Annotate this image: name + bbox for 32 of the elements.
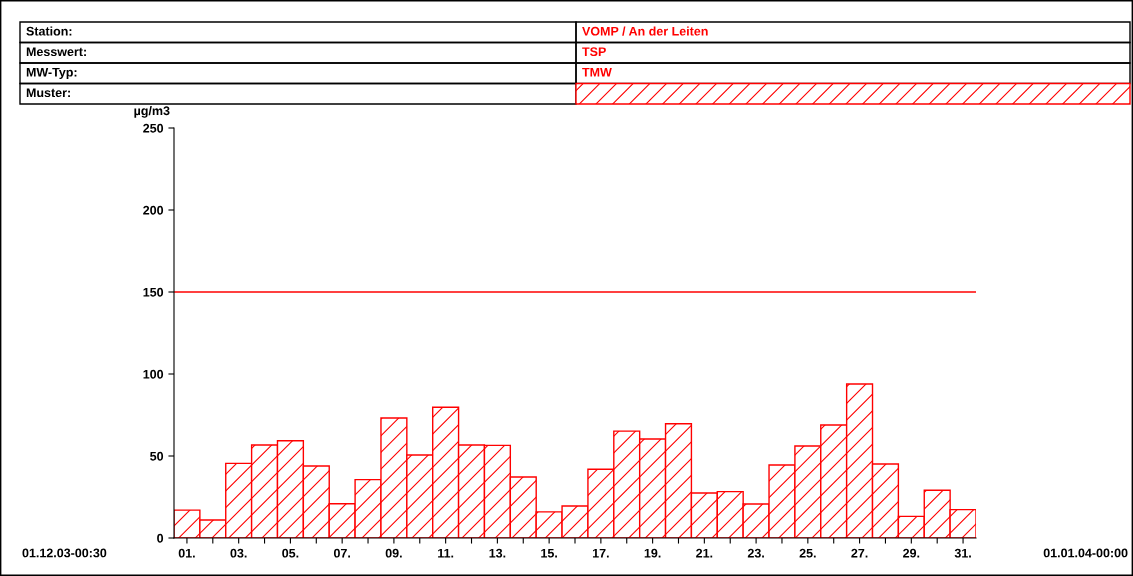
- y-tick-label: 250: [143, 123, 164, 133]
- text: VOMP / An der Leiten: [582, 26, 708, 36]
- x-tick-label: 01.: [178, 548, 195, 558]
- y-axis-title: µg/m3: [134, 106, 170, 118]
- text: Station:: [26, 26, 72, 36]
- text: Muster:: [26, 88, 70, 98]
- y-tick-label: 200: [143, 205, 164, 215]
- y-tick-label: 0: [157, 533, 164, 543]
- x-tick-label: 23.: [747, 548, 764, 558]
- text: TSP: [582, 47, 606, 57]
- x-tick-label: 05.: [282, 548, 299, 558]
- x-tick-label: 25.: [799, 548, 816, 558]
- x-tick-label: 19.: [644, 548, 661, 558]
- x-tick-label: 11.: [438, 548, 454, 558]
- text: TMW: [582, 67, 612, 77]
- text: 01.12.03-00:30: [22, 548, 107, 558]
- text: 01.01.04-00:00: [1043, 548, 1128, 558]
- x-tick-label: 17.: [592, 548, 609, 558]
- x-tick-label: 13.: [489, 548, 506, 558]
- x-tick-label: 21.: [696, 548, 713, 558]
- text: MW-Typ:: [26, 67, 77, 80]
- x-tick-label: 07.: [333, 548, 350, 558]
- x-tick-label: 29.: [903, 548, 920, 558]
- y-tick-label: 150: [143, 287, 164, 297]
- y-tick-label: 100: [143, 369, 164, 379]
- x-tick-label: 15.: [541, 548, 557, 558]
- x-tick-label: 27.: [851, 548, 868, 558]
- y-tick-label: 50: [150, 451, 164, 461]
- x-tick-label: 03.: [230, 548, 247, 558]
- x-tick-label: 31.: [954, 548, 971, 558]
- text: Messwert:: [26, 47, 86, 57]
- x-tick-label: 09.: [385, 548, 402, 558]
